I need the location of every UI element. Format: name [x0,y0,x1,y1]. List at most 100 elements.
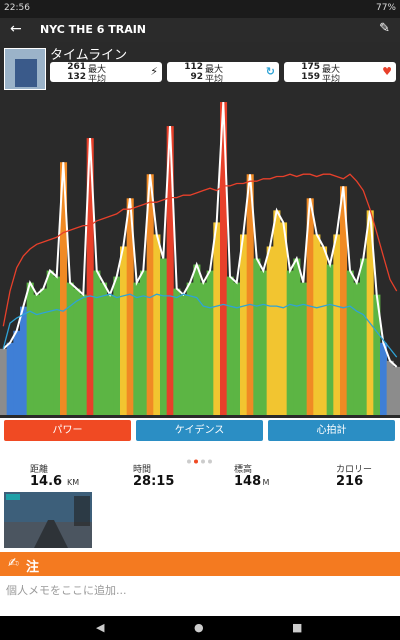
power-bar [326,264,334,415]
power-bar [46,270,54,415]
power-bar [66,282,74,415]
power-bar [386,360,394,415]
max-label: 最大 [322,65,341,75]
avg-value: 132 [67,72,86,82]
max-value: 112 [184,62,203,72]
stat-label: 時間 [133,465,152,475]
power-bar [340,186,348,415]
avg-label: 平均 [88,75,107,85]
power-bar [100,282,108,415]
power-bar [86,138,94,416]
power-bar [133,282,141,415]
power-bar [106,294,114,415]
power-bar [160,258,168,415]
power-bar [273,210,281,415]
power-bar [246,174,254,415]
power-line [2,101,398,368]
power-bar [366,210,374,415]
power-bar [346,270,354,415]
power-bar [313,234,321,415]
power-bar [153,234,161,415]
stat-unit: M [262,478,270,487]
avg-label: 平均 [205,75,224,85]
power-bar [206,270,214,415]
power-bar [286,270,294,415]
page-dots [186,449,216,464]
power-bar [200,282,208,415]
power-bar [166,126,174,415]
power-bar [300,282,308,415]
max-value: 175 [301,62,320,72]
chart [0,101,400,416]
power-bar [120,246,128,415]
nav-bar: ◀ ● ■ [0,616,400,640]
power-bar [353,282,361,415]
notes-header: ✍ 注 [0,552,400,576]
back-button[interactable]: ← [10,21,22,37]
power-bar [173,288,181,415]
power-bar [186,282,194,415]
app-bar: ← NYC THE 6 TRAIN ✎ [0,18,400,42]
stat-unit: KM [67,478,80,487]
power-bar [140,270,148,415]
power-bar [33,294,41,415]
power-bar [20,306,28,415]
stat-value: 216 [336,474,364,489]
clock: 22:56 [4,3,30,13]
power-bar [180,294,188,415]
stat-label: 距離 [30,465,49,475]
power-bar [393,366,400,415]
power-bar [73,288,81,415]
power-bar [333,234,341,415]
avg-label: 平均 [322,75,341,85]
power-bar [213,222,221,415]
notes-input[interactable]: 個人メモをここに追加... [6,584,127,597]
metric-icon: ⚡ [150,65,158,78]
power-bar [60,162,68,415]
power-bar [126,198,134,415]
stat-label: 標高 [234,465,253,475]
power-bar [40,288,48,415]
power-bar [0,348,8,415]
power-bar [253,258,261,415]
power-bar [360,258,368,415]
ride-thumbnail[interactable] [4,492,92,548]
power-bar [380,342,388,415]
power-bar [266,246,274,415]
avg-value: 159 [301,72,320,82]
power-bar [373,294,381,415]
power-bar [113,276,121,415]
power-bar [146,174,154,415]
stat-box: 112 最大 92 平均 ↻ [167,62,279,85]
max-label: 最大 [88,65,107,75]
avatar[interactable] [4,48,46,90]
metric-button[interactable]: ケイデンス [136,420,263,441]
power-bar [226,276,234,415]
metric-icon: ♥ [382,65,392,78]
power-bar [293,258,301,415]
app-title: NYC THE 6 TRAIN [40,23,147,36]
max-value: 261 [67,62,86,72]
edit-button[interactable]: ✎ [379,21,390,36]
power-bar [260,270,268,415]
power-bar [320,246,328,415]
battery: 77% [375,3,396,13]
max-label: 最大 [205,65,224,75]
power-bar [80,294,88,415]
power-bar [53,276,61,415]
stat-box: 261 最大 132 平均 ⚡ [50,62,162,85]
stat-value: 14.6 [30,474,63,489]
stat-label: カロリー [336,465,373,475]
power-bar [220,102,228,415]
timeline-title: タイムライン [50,48,128,63]
power-bar [13,330,21,415]
metric-button[interactable]: 心拍計 [268,420,395,441]
cadence-line [2,293,398,358]
metric-button[interactable]: パワー [4,420,131,441]
power-bar [93,270,101,415]
power-bar [26,282,34,415]
avg-value: 92 [190,72,203,82]
metric-icon: ↻ [265,65,275,78]
status-bar: 22:56 77% [0,0,400,18]
